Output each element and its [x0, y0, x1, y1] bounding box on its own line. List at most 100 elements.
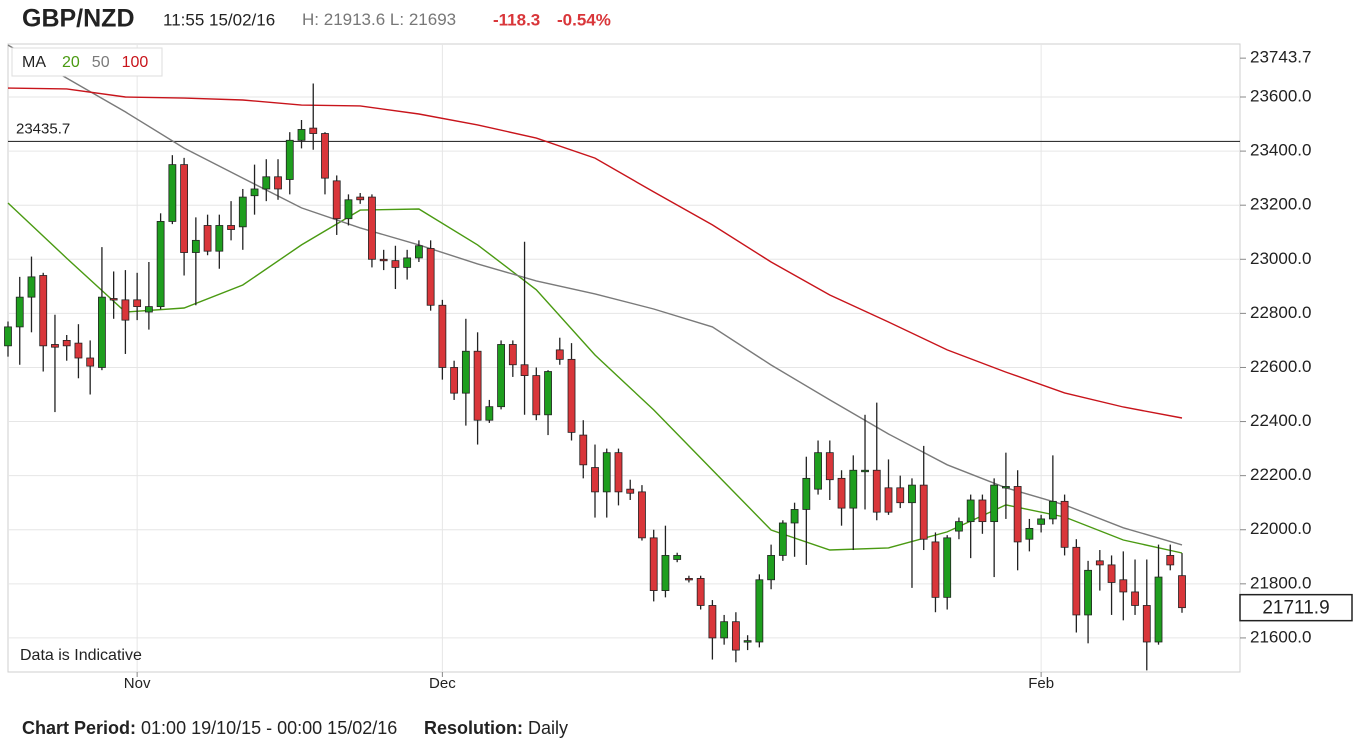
y-tick-label: 23400.0 — [1250, 141, 1311, 160]
candle-body — [414, 245, 423, 259]
candle-body — [368, 196, 376, 260]
candle-body — [344, 199, 353, 220]
low-prefix: L: — [390, 10, 404, 29]
change-pct: -0.54% — [557, 10, 611, 29]
ma-line — [7, 202, 1183, 554]
candle-body — [602, 452, 611, 493]
candle-body — [1048, 500, 1057, 520]
candle-body — [51, 344, 59, 348]
change: -118.3 — [493, 10, 540, 29]
candle-body — [215, 225, 224, 252]
legend-entry: 100 — [122, 54, 149, 71]
candle-body — [62, 340, 71, 347]
candle-body — [861, 469, 869, 473]
footer: Chart Period: 01:00 19/10/15 - 00:00 15/… — [22, 718, 397, 738]
legend-label: MA — [22, 54, 46, 71]
candle-body — [1107, 564, 1116, 583]
footer-resolution: Resolution: Daily — [424, 718, 568, 738]
candle-body — [86, 357, 95, 367]
candle-body — [497, 344, 505, 408]
y-tick-label: 22000.0 — [1250, 519, 1311, 538]
candle-body — [555, 349, 564, 360]
candle-body — [262, 176, 271, 190]
candle-body — [297, 129, 306, 141]
candle-body — [461, 350, 470, 394]
y-tick-label: 23200.0 — [1250, 195, 1311, 214]
candle-body — [837, 477, 846, 509]
candle-body — [191, 239, 200, 253]
candle-body — [285, 139, 294, 180]
candle-body — [790, 509, 799, 524]
timestamp: 11:55 15/02/16 — [163, 10, 275, 29]
candle-body — [849, 469, 858, 509]
candle-body — [1013, 486, 1022, 543]
ma-line — [7, 87, 1183, 419]
candle-body — [1072, 546, 1081, 616]
candle-body — [908, 484, 916, 504]
candle-body — [673, 555, 682, 560]
candle-body — [321, 133, 329, 179]
candle-body — [1025, 527, 1034, 540]
candle-body — [15, 296, 24, 328]
candle-body — [884, 487, 893, 513]
candle-body — [755, 579, 764, 643]
candle-body — [74, 342, 83, 359]
candle-body — [1178, 575, 1186, 609]
candle-body — [696, 578, 705, 606]
candle-body — [708, 605, 717, 639]
candle-body — [109, 298, 118, 301]
candle-body — [227, 225, 235, 230]
candle-body — [743, 640, 752, 643]
top-marker-label: 23743.7 — [1250, 48, 1311, 67]
low-value: 21693 — [409, 10, 456, 29]
candle-body — [144, 306, 153, 313]
chart-title: GBP/NZD — [22, 5, 135, 33]
candle-body — [978, 499, 987, 523]
candle-body — [649, 537, 658, 591]
candle-body — [1131, 591, 1139, 606]
y-tick-label: 21600.0 — [1250, 627, 1311, 646]
candle-body — [203, 225, 212, 252]
candle-body — [121, 299, 130, 321]
candle-body — [98, 296, 106, 368]
candle-body — [814, 452, 822, 490]
candle-body — [356, 196, 365, 201]
candle-body — [896, 487, 905, 504]
candle-body — [731, 621, 740, 651]
candle-body — [767, 555, 775, 581]
candle-body — [156, 221, 165, 308]
candle-body — [544, 371, 552, 416]
candle-body — [379, 258, 388, 262]
candle-body — [450, 367, 459, 394]
candle-body — [567, 358, 576, 433]
candle-body — [626, 488, 635, 494]
y-tick-label: 21800.0 — [1250, 573, 1311, 592]
period-label: Chart Period: — [22, 718, 136, 738]
candle-body — [614, 452, 623, 493]
candle-body — [1084, 569, 1092, 616]
y-tick-label: 23000.0 — [1250, 249, 1311, 268]
candle-body — [309, 127, 318, 134]
y-tick-label: 22800.0 — [1250, 303, 1311, 322]
last-price-box — [1239, 593, 1353, 622]
candle-body — [1095, 560, 1104, 566]
resolution-label: Resolution: — [424, 718, 523, 738]
candle-body — [508, 344, 517, 366]
candle-body — [4, 326, 12, 347]
y-tick-label: 22400.0 — [1250, 411, 1311, 430]
candle-body — [274, 176, 282, 190]
plot-frame — [7, 43, 1241, 673]
legend-entry: 20 — [62, 54, 80, 71]
candle-body — [955, 521, 963, 532]
candle-body — [391, 260, 400, 268]
candle-body — [485, 406, 494, 421]
candle-body — [579, 434, 588, 466]
candle-body — [1002, 486, 1010, 489]
candle-body — [520, 364, 529, 376]
candle-body — [438, 304, 447, 368]
candle-body — [250, 188, 259, 197]
y-tick-label: 22600.0 — [1250, 357, 1311, 376]
candle-body — [473, 350, 482, 421]
candle-body — [332, 180, 341, 220]
